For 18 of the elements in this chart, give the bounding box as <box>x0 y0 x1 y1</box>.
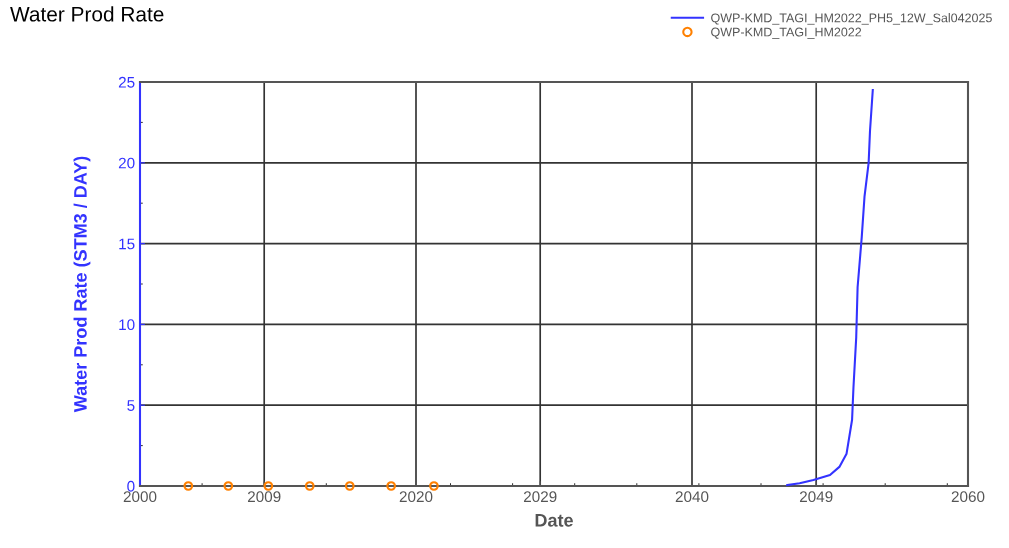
x-axis-title: Date <box>535 514 573 527</box>
x-tick-label: 2049 <box>799 491 833 503</box>
x-tick-label: 2040 <box>675 491 709 503</box>
y-tick-label: 15 <box>119 238 135 250</box>
y-tick-label: 25 <box>118 76 135 88</box>
x-tick-label: 2000 <box>123 491 157 503</box>
x-tick-label: 2060 <box>951 491 985 503</box>
y-axis-title: Water Prod Rate (STM3 / DAY) <box>73 156 91 413</box>
y-tick-label: 10 <box>119 319 135 331</box>
legend-label: QWP-KMD_TAGI_HM2022_PH5_12W_Sal042025 <box>711 13 992 25</box>
chart-title: Water Prod Rate <box>10 6 164 22</box>
x-tick-label: 2029 <box>523 491 557 503</box>
y-tick-label: 20 <box>118 157 135 169</box>
y-tick-label: 0 <box>127 480 135 492</box>
legend-label: QWP-KMD_TAGI_HM2022 <box>711 27 862 39</box>
x-tick-label: 2009 <box>247 491 281 503</box>
x-tick-label: 2020 <box>399 491 433 503</box>
y-tick-label: 5 <box>127 400 135 411</box>
